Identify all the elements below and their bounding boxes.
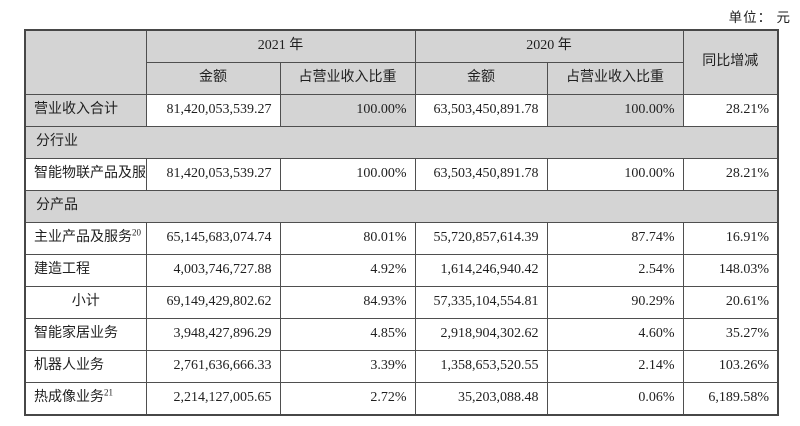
share-2020-cell: 90.29% — [546, 286, 684, 319]
share-2020-header: 占营业收入比重 — [546, 62, 684, 95]
share-2021-cell: 4.85% — [279, 318, 416, 351]
footnote-ref: 20 — [132, 227, 141, 238]
table-row: 主业产品及服务20 65,145,683,074.74 80.01% 55,720,8… — [24, 222, 779, 255]
amount-2021-cell: 65,145,683,074.74 — [145, 222, 281, 255]
row-label: 智能物联产品及服务 — [24, 158, 147, 191]
section-row: 分行业 — [24, 126, 779, 159]
row-label: 机器人业务 — [24, 350, 147, 383]
section-row: 分产品 — [24, 190, 779, 223]
share-2021-cell: 2.72% — [279, 382, 416, 416]
amount-2021-cell: 4,003,746,727.88 — [145, 254, 281, 287]
table-row: 热成像业务21 2,214,127,005.65 2.72% 35,203,088.4… — [24, 382, 779, 416]
row-label: 小计 — [24, 286, 147, 319]
amount-2020-cell: 1,358,653,520.55 — [414, 350, 548, 383]
section-label: 分行业 — [24, 126, 779, 159]
row-label: 主业产品及服务20 — [24, 222, 147, 255]
row-label: 热成像业务21 — [24, 382, 147, 416]
row-label: 智能家居业务 — [24, 318, 147, 351]
yoy-cell: 148.03% — [682, 254, 779, 287]
table-row: 智能家居业务 3,948,427,896.29 4.85% 2,918,904,302… — [24, 318, 779, 351]
amount-2020-cell: 57,335,104,554.81 — [414, 286, 548, 319]
amount-2020-cell: 63,503,450,891.78 — [414, 158, 548, 191]
row-label: 营业收入合计 — [24, 94, 147, 127]
table-row: 智能物联产品及服务81,420,053,539.27100.00%63,503,… — [24, 158, 779, 191]
share-2021-cell: 3.39% — [279, 350, 416, 383]
yoy-cell: 35.27% — [682, 318, 779, 351]
year-2020-header: 2020 年 — [414, 29, 684, 63]
amount-2021-cell: 2,214,127,005.65 — [145, 382, 281, 416]
amount-2021-cell: 69,149,429,802.62 — [145, 286, 281, 319]
year-2021-header: 2021 年 — [145, 29, 416, 63]
table-row: 建造工程 4,003,746,727.88 4.92% 1,614,246,940.4… — [24, 254, 779, 287]
corner-header-cell — [24, 29, 147, 95]
row-label: 建造工程 — [24, 254, 147, 287]
share-2020-cell: 4.60% — [546, 318, 684, 351]
share-2020-cell: 87.74% — [546, 222, 684, 255]
footnote-ref: 21 — [104, 387, 113, 398]
yoy-cell: 16.91% — [682, 222, 779, 255]
amount-2021-cell: 81,420,053,539.27 — [145, 94, 281, 127]
share-2021-cell: 4.92% — [279, 254, 416, 287]
share-2021-cell: 80.01% — [279, 222, 416, 255]
amount-2021-header: 金额 — [145, 62, 281, 95]
yoy-cell: 28.21% — [682, 94, 779, 127]
table-row: 营业收入合计 81,420,053,539.27 100.00% 63,503,450… — [24, 94, 779, 127]
share-2021-cell: 84.93% — [279, 286, 416, 319]
amount-2021-cell: 2,761,636,666.33 — [145, 350, 281, 383]
amount-2021-cell: 3,948,427,896.29 — [145, 318, 281, 351]
yoy-cell: 28.21% — [682, 158, 779, 191]
share-2020-cell: 2.14% — [546, 350, 684, 383]
amount-2020-cell: 55,720,857,614.39 — [414, 222, 548, 255]
yoy-cell: 6,189.58% — [682, 382, 779, 416]
share-2021-cell: 100.00% — [279, 158, 416, 191]
revenue-table-body: 营业收入合计 81,420,053,539.27 100.00% 63,503,450… — [24, 94, 779, 416]
share-2020-cell: 100.00% — [546, 94, 684, 127]
revenue-table: 2021 年 2020 年 同比增减 金额 占营业收入比重 金额 占营业收入比重… — [24, 29, 779, 416]
yoy-header: 同比增减 — [682, 29, 779, 95]
amount-2021-cell: 81,420,053,539.27 — [145, 158, 281, 191]
share-2020-cell: 2.54% — [546, 254, 684, 287]
amount-2020-header: 金额 — [414, 62, 548, 95]
share-2021-cell: 100.00% — [279, 94, 416, 127]
unit-label: 单位： 元 — [728, 10, 791, 25]
amount-2020-cell: 35,203,088.48 — [414, 382, 548, 416]
revenue-table-header: 2021 年 2020 年 同比增减 金额 占营业收入比重 金额 占营业收入比重 — [24, 29, 779, 95]
section-label: 分产品 — [24, 190, 779, 223]
amount-2020-cell: 2,918,904,302.62 — [414, 318, 548, 351]
share-2021-header: 占营业收入比重 — [279, 62, 416, 95]
yoy-cell: 20.61% — [682, 286, 779, 319]
yoy-cell: 103.26% — [682, 350, 779, 383]
amount-2020-cell: 63,503,450,891.78 — [414, 94, 548, 127]
amount-2020-cell: 1,614,246,940.42 — [414, 254, 548, 287]
share-2020-cell: 0.06% — [546, 382, 684, 416]
table-row: 机器人业务 2,761,636,666.33 3.39% 1,358,653,520.… — [24, 350, 779, 383]
share-2020-cell: 100.00% — [546, 158, 684, 191]
table-row: 小计 69,149,429,802.62 84.93% 57,335,104,554.… — [24, 286, 779, 319]
